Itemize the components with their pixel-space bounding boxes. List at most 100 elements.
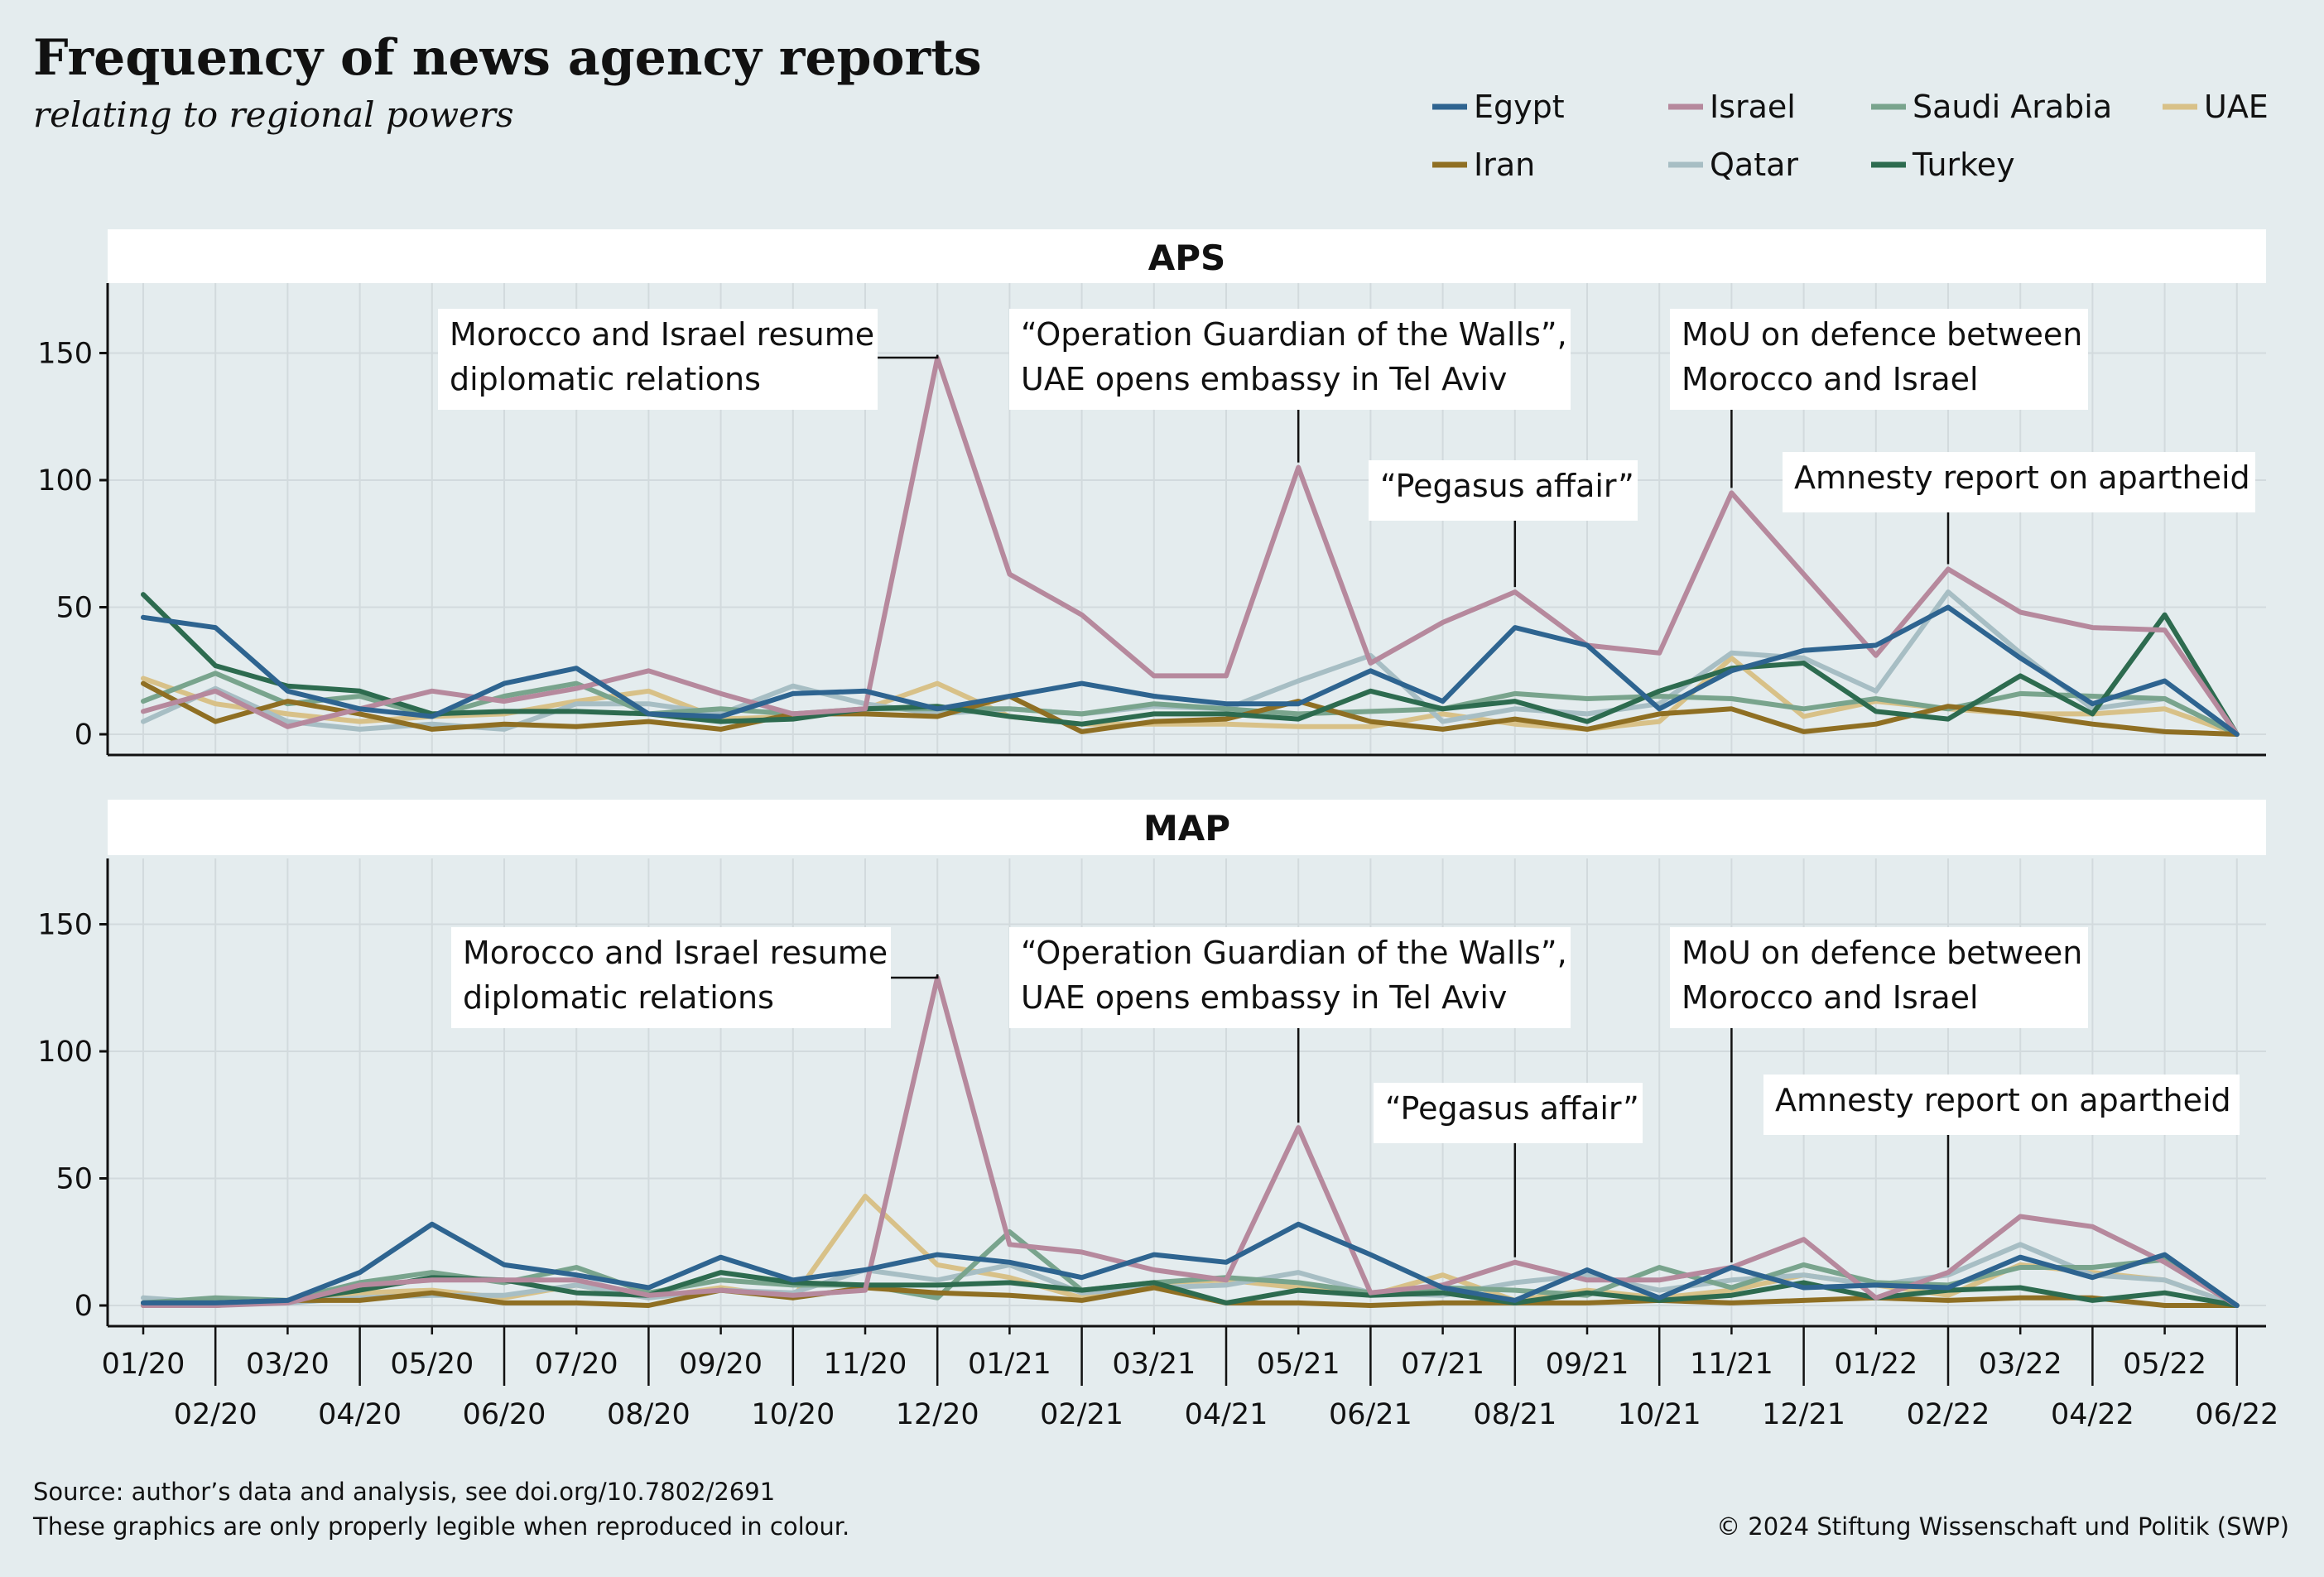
- annotation-box: [1670, 927, 2088, 1028]
- annotation: “Operation Guardian of the Walls”, UAE op…: [1009, 309, 1571, 463]
- annotation-label: “Operation Guardian of the Walls”,: [1021, 935, 1567, 971]
- annotation-box: [1369, 460, 1638, 521]
- annotation-box: [1009, 927, 1571, 1028]
- x-tick-label: 02/21: [1040, 1398, 1124, 1431]
- x-tick-label: 06/21: [1329, 1398, 1412, 1431]
- x-tick-label: 01/22: [1834, 1348, 1917, 1381]
- x-tick-label: 11/21: [1690, 1348, 1773, 1381]
- annotation-box: [451, 927, 891, 1028]
- x-tick-label: 08/20: [607, 1398, 690, 1431]
- chart-title: Frequency of news agency reports: [33, 29, 982, 87]
- x-tick-label: 12/20: [896, 1398, 979, 1431]
- panel-title: APS: [1148, 238, 1226, 278]
- legibility-note: These graphics are only properly legible…: [32, 1512, 849, 1541]
- y-tick-label: 100: [37, 464, 93, 498]
- x-tick-label: 10/21: [1618, 1398, 1701, 1431]
- annotation-label: MoU on defence between: [1682, 935, 2082, 971]
- x-tick-label: 03/20: [246, 1348, 330, 1381]
- y-tick-label: 150: [37, 909, 93, 942]
- x-tick-label: 07/20: [535, 1348, 618, 1381]
- annotation: MoU on defence between Morocco and Israel: [1670, 309, 2088, 488]
- annotation-label: Morocco and Israel resume: [450, 316, 874, 353]
- x-tick-label: 11/20: [824, 1348, 907, 1381]
- panel-header: [108, 229, 2266, 283]
- x-tick-label: 07/21: [1401, 1348, 1484, 1381]
- legend-label-egypt: Egypt: [1474, 89, 1565, 125]
- annotation-label: Morocco and Israel resume: [463, 935, 888, 971]
- x-tick-label: 02/20: [174, 1398, 257, 1431]
- legend-label-uae: UAE: [2204, 89, 2269, 125]
- panel-header: [108, 800, 2266, 855]
- series-line-israel: [141, 355, 2240, 737]
- x-tick-label: 08/21: [1473, 1398, 1557, 1431]
- annotation-connector: [878, 354, 939, 359]
- series-line-egypt: [141, 604, 2240, 737]
- annotation: MoU on defence between Morocco and Israel: [1670, 927, 2088, 1262]
- source-note: Source: author’s data and analysis, see …: [33, 1478, 775, 1506]
- legend-label-iran: Iran: [1474, 147, 1535, 183]
- annotation-label: “Pegasus affair”: [1380, 468, 1634, 504]
- annotation-label: diplomatic relations: [450, 361, 761, 397]
- y-tick-label: 0: [75, 719, 93, 752]
- annotation: Morocco and Israel resume diplomatic rela…: [451, 927, 939, 1028]
- x-tick-label: 03/22: [1979, 1348, 2062, 1381]
- panel-map: MAP 0 50 100 150 Morocco and Israel resume dip…: [37, 800, 2278, 1431]
- legend-label-saudi-arabia: Saudi Arabia: [1913, 89, 2112, 125]
- grid: [108, 283, 2266, 755]
- annotation-box: [1783, 452, 2255, 512]
- x-tick-label: 05/22: [2123, 1348, 2206, 1381]
- annotation: “Operation Guardian of the Walls”, UAE op…: [1009, 927, 1571, 1123]
- annotation-box: [438, 309, 878, 410]
- annotation-label: “Operation Guardian of the Walls”,: [1021, 316, 1567, 353]
- annotation-label: UAE opens embassy in Tel Aviv: [1021, 979, 1507, 1016]
- series-line-turkey: [141, 592, 2240, 737]
- chart-subtitle: relating to regional powers: [33, 94, 514, 135]
- panel-aps: APS 0 50 100 150 Morocco and Israel resume dip…: [37, 229, 2266, 757]
- annotation-label: Amnesty report on apartheid: [1794, 459, 2250, 496]
- annotation: “Pegasus affair”: [1369, 460, 1638, 588]
- x-tick-label: 01/21: [968, 1348, 1051, 1381]
- y-tick-label: 50: [55, 1163, 93, 1196]
- annotation-label: Morocco and Israel: [1682, 979, 1979, 1016]
- annotation-box: [1670, 309, 2088, 410]
- x-tick-label: 04/21: [1185, 1398, 1268, 1431]
- annotation-label: “Pegasus affair”: [1385, 1090, 1639, 1127]
- x-tick-label: 04/22: [2051, 1398, 2134, 1431]
- x-tick-label: 01/20: [102, 1348, 185, 1381]
- series-line-egypt: [141, 1221, 2240, 1308]
- series-line-iran: [141, 680, 2240, 737]
- x-tick-label: 03/21: [1112, 1348, 1196, 1381]
- y-tick-label: 0: [75, 1290, 93, 1323]
- legend: Egypt Iran Israel Qatar Saudi Arabia Turkey UA…: [1432, 89, 2269, 183]
- annotation-label: UAE opens embassy in Tel Aviv: [1021, 361, 1507, 397]
- annotation-connector: [891, 974, 939, 979]
- annotation-label: MoU on defence between: [1682, 316, 2082, 353]
- series-line-israel: [141, 975, 2240, 1308]
- chart-panels: APS 0 50 100 150 Morocco and Israel resume dip…: [37, 229, 2278, 1431]
- annotation: Amnesty report on apartheid: [1783, 452, 2255, 565]
- copyright-note: © 2024 Stiftung Wissenschaft und Politik…: [1716, 1512, 2289, 1541]
- x-tick-label: 09/20: [679, 1348, 763, 1381]
- x-tick-label: 05/21: [1257, 1348, 1340, 1381]
- x-tick-label: 12/21: [1762, 1398, 1845, 1431]
- annotation-box: [1009, 309, 1571, 410]
- annotation: “Pegasus affair”: [1374, 1083, 1643, 1257]
- x-tick-label: 04/20: [318, 1398, 402, 1431]
- y-tick-label: 100: [37, 1036, 93, 1069]
- x-tick-label: 10/20: [751, 1398, 835, 1431]
- legend-label-turkey: Turkey: [1912, 147, 2015, 183]
- legend-label-israel: Israel: [1710, 89, 1796, 125]
- x-tick-label: 05/20: [390, 1348, 474, 1381]
- annotation-label: diplomatic relations: [463, 979, 774, 1016]
- annotation: Morocco and Israel resume diplomatic rela…: [438, 309, 939, 410]
- legend-label-qatar: Qatar: [1710, 147, 1798, 183]
- annotation-box: [1763, 1075, 2240, 1135]
- y-tick-label: 150: [37, 338, 93, 371]
- x-tick-label: 02/22: [1907, 1398, 1990, 1431]
- y-tick-label: 50: [55, 592, 93, 625]
- annotation-label: Amnesty report on apartheid: [1775, 1082, 2231, 1118]
- annotation-label: Morocco and Israel: [1682, 361, 1979, 397]
- annotation: Amnesty report on apartheid: [1763, 1075, 2240, 1268]
- x-tick-label: 06/22: [2195, 1398, 2278, 1431]
